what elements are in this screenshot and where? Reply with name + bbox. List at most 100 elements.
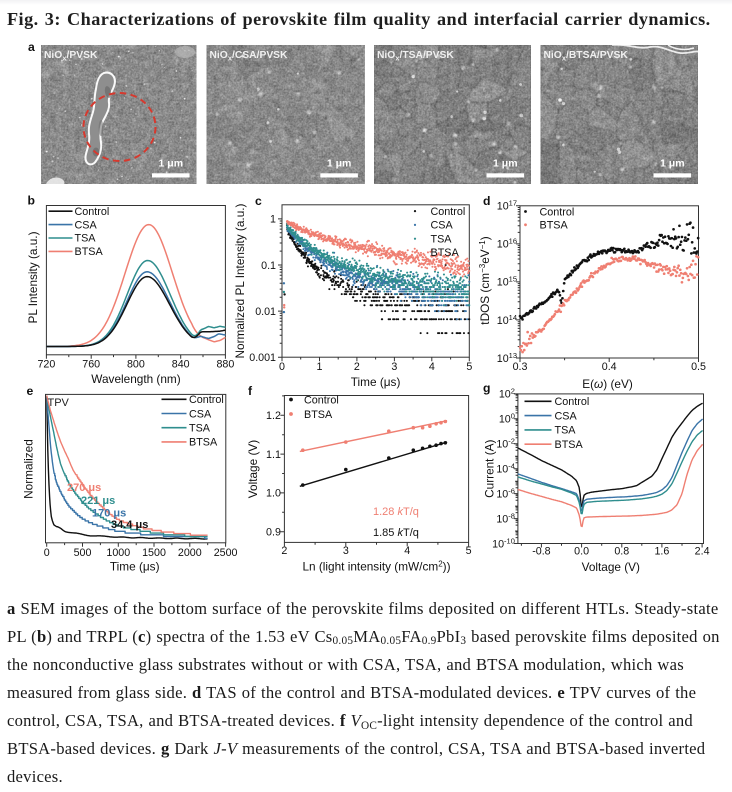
svg-text:c: c	[255, 194, 262, 208]
svg-text:BTSA: BTSA	[555, 439, 584, 451]
svg-text:0.4: 0.4	[602, 361, 617, 373]
svg-text:Current (A): Current (A)	[483, 439, 497, 497]
svg-text:1 μm: 1 μm	[493, 158, 518, 170]
svg-text:NiOx/BTSA/PVSK: NiOx/BTSA/PVSK	[544, 50, 629, 63]
svg-text:3: 3	[343, 545, 349, 557]
svg-text:800: 800	[127, 358, 145, 370]
svg-text:0.1: 0.1	[261, 260, 276, 272]
svg-text:270 μs: 270 μs	[67, 482, 101, 494]
svg-text:TSA: TSA	[555, 425, 577, 437]
svg-text:0: 0	[279, 361, 285, 373]
svg-text:BTSA: BTSA	[75, 246, 104, 258]
svg-text:2: 2	[354, 361, 360, 373]
svg-text:PL Intensity (a.u.): PL Intensity (a.u.)	[26, 231, 40, 323]
svg-text:TSA: TSA	[431, 233, 453, 245]
svg-text:Voltage (V): Voltage (V)	[246, 440, 260, 498]
svg-text:1 μm: 1 μm	[327, 158, 352, 170]
svg-text:1: 1	[270, 214, 276, 226]
svg-text:1.2: 1.2	[266, 410, 281, 422]
svg-text:Control: Control	[540, 206, 575, 218]
svg-text:Control: Control	[75, 206, 110, 218]
svg-text:4: 4	[404, 545, 410, 557]
svg-text:221 μs: 221 μs	[81, 495, 115, 507]
svg-text:Control: Control	[304, 394, 339, 406]
svg-text:tDOS (cm−3eV−1): tDOS (cm−3eV−1)	[478, 236, 492, 324]
svg-text:1016: 1016	[497, 237, 517, 251]
svg-text:500: 500	[74, 547, 92, 559]
svg-text:4: 4	[429, 361, 435, 373]
svg-text:Control: Control	[431, 206, 466, 218]
svg-text:a: a	[28, 40, 35, 54]
svg-text:f: f	[248, 384, 253, 398]
svg-text:TSA: TSA	[189, 423, 211, 435]
svg-text:2000: 2000	[178, 547, 202, 559]
svg-text:Normalized: Normalized	[22, 439, 36, 499]
svg-text:Ln (light intensity (mW/cm2)): Ln (light intensity (mW/cm2))	[302, 560, 450, 574]
svg-text:CSA: CSA	[431, 220, 454, 232]
svg-text:0: 0	[44, 547, 50, 559]
svg-text:1000: 1000	[106, 547, 130, 559]
svg-text:2.4: 2.4	[695, 546, 710, 558]
svg-text:10-6: 10-6	[496, 486, 515, 500]
svg-text:1 μm: 1 μm	[159, 158, 184, 170]
svg-text:5: 5	[466, 361, 472, 373]
svg-text:880: 880	[216, 358, 234, 370]
svg-text:1.85 kT/q: 1.85 kT/q	[373, 527, 419, 539]
svg-text:1.1: 1.1	[266, 449, 281, 461]
svg-text:1 μm: 1 μm	[660, 158, 685, 170]
svg-text:720: 720	[37, 358, 55, 370]
svg-text:0.9: 0.9	[266, 527, 281, 539]
svg-text:3: 3	[391, 361, 397, 373]
svg-text:0.001: 0.001	[249, 352, 276, 364]
svg-text:Normalized PL Intensity (a.u.): Normalized PL Intensity (a.u.)	[233, 203, 247, 358]
svg-text:NiOx/PVSK: NiOx/PVSK	[44, 50, 98, 63]
svg-text:TPV: TPV	[48, 397, 70, 409]
svg-text:2: 2	[281, 545, 287, 557]
svg-text:b: b	[28, 194, 35, 208]
svg-text:840: 840	[172, 358, 190, 370]
svg-text:NiOx/TSA/PVSK: NiOx/TSA/PVSK	[377, 50, 454, 63]
svg-text:TSA: TSA	[75, 233, 97, 245]
svg-text:e: e	[27, 384, 34, 398]
svg-text:Control: Control	[555, 396, 590, 408]
svg-text:d: d	[483, 194, 490, 208]
svg-text:2500: 2500	[214, 547, 238, 559]
svg-text:100: 100	[499, 412, 515, 426]
svg-text:1017: 1017	[497, 199, 517, 213]
svg-text:0.5: 0.5	[691, 361, 706, 373]
svg-text:Time (μs): Time (μs)	[351, 375, 401, 389]
svg-text:NiOx/CSA/PVSK: NiOx/CSA/PVSK	[210, 50, 289, 63]
svg-text:BTSA: BTSA	[189, 437, 218, 449]
svg-text:1015: 1015	[497, 275, 517, 289]
svg-text:1.28 kT/q: 1.28 kT/q	[373, 506, 419, 518]
svg-text:1: 1	[317, 361, 323, 373]
svg-text:g: g	[483, 381, 490, 395]
svg-text:0.0: 0.0	[574, 546, 589, 558]
svg-text:1500: 1500	[142, 547, 166, 559]
svg-text:1.0: 1.0	[266, 488, 281, 500]
svg-text:BTSA: BTSA	[304, 409, 333, 421]
svg-text:CSA: CSA	[189, 408, 212, 420]
svg-text:10-10: 10-10	[492, 536, 515, 550]
svg-text:Voltage (V): Voltage (V)	[582, 560, 640, 574]
svg-text:CSA: CSA	[75, 219, 98, 231]
svg-text:0.3: 0.3	[513, 361, 528, 373]
svg-text:5: 5	[466, 545, 472, 557]
svg-text:-0.8: -0.8	[532, 546, 550, 558]
svg-text:BTSA: BTSA	[431, 247, 460, 259]
svg-text:10-4: 10-4	[496, 462, 515, 476]
svg-text:760: 760	[82, 358, 100, 370]
svg-text:Wavelength (nm): Wavelength (nm)	[91, 372, 180, 386]
svg-text:Control: Control	[189, 394, 224, 406]
svg-text:10-8: 10-8	[496, 511, 515, 525]
svg-text:170 μs: 170 μs	[92, 508, 126, 520]
svg-text:34.4 μs: 34.4 μs	[111, 519, 148, 531]
svg-text:CSA: CSA	[555, 410, 578, 422]
svg-text:0.01: 0.01	[255, 306, 276, 318]
svg-text:E(ω) (eV): E(ω) (eV)	[582, 377, 633, 391]
svg-text:102: 102	[499, 387, 515, 401]
svg-text:1.6: 1.6	[654, 546, 669, 558]
svg-text:Time (μs): Time (μs)	[110, 560, 160, 574]
svg-text:BTSA: BTSA	[540, 220, 569, 232]
svg-text:10-2: 10-2	[496, 437, 515, 451]
